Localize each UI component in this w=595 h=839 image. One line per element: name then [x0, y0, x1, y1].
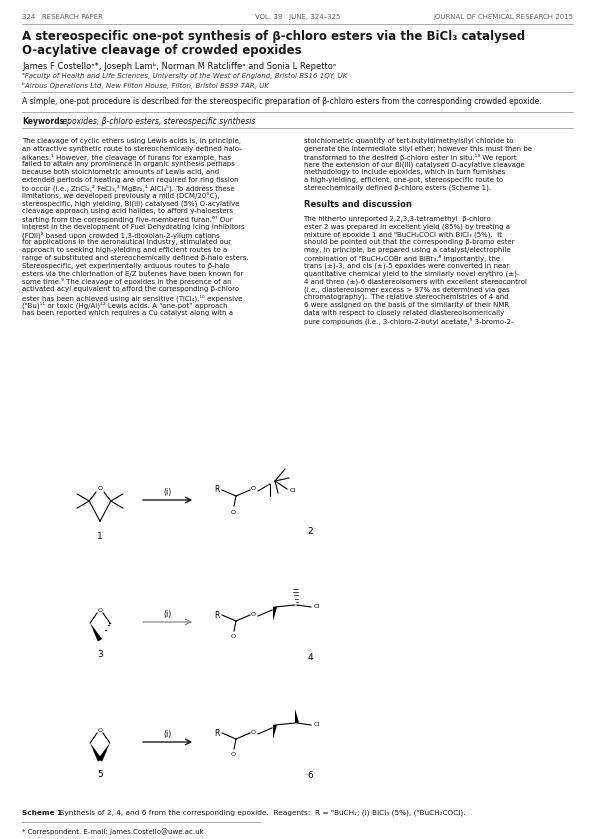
Text: (i): (i) [164, 731, 171, 739]
Text: (i.e., diastereoisomer excess > 97% as determined via gas: (i.e., diastereoisomer excess > 97% as d… [303, 286, 509, 293]
Text: Results and discussion: Results and discussion [303, 201, 411, 210]
Text: (ᵅBu)¹¹ or toxic (Hg/Al)¹² Lewis acids. A “one-pot” approach: (ᵅBu)¹¹ or toxic (Hg/Al)¹² Lewis acids. … [22, 302, 228, 310]
Polygon shape [90, 623, 102, 642]
Text: The cleavage of cyclic ethers using Lewis acids is, in principle,: The cleavage of cyclic ethers using Lewi… [22, 138, 241, 144]
Text: 6 were assigned on the basis of the similarity of their NMR: 6 were assigned on the basis of the simi… [303, 302, 509, 308]
Text: stereospecific, high yielding, Bi(III) catalysed (5%) O-acylative: stereospecific, high yielding, Bi(III) c… [22, 201, 239, 207]
Text: cleavage approach using acid halides, to afford γ-haloesters: cleavage approach using acid halides, to… [22, 208, 233, 214]
Text: * Correspondent. E-mail: James.Costello@uwe.ac.uk: * Correspondent. E-mail: James.Costello@… [22, 828, 203, 835]
Text: should be pointed out that the corresponding β-bromo ester: should be pointed out that the correspon… [303, 239, 514, 245]
Text: James F Costelloᵃ*, Joseph Lamᵇ, Norman M Ratcliffeᵃ and Sonia L Repettoᵃ: James F Costelloᵃ*, Joseph Lamᵇ, Norman … [22, 62, 336, 71]
Text: epoxides, β-chloro esters, stereospecific synthesis: epoxides, β-chloro esters, stereospecifi… [60, 117, 255, 126]
Text: Cl: Cl [290, 488, 296, 493]
Text: a high-yielding, efficient, one-pot, stereospecific route to: a high-yielding, efficient, one-pot, ste… [303, 177, 503, 183]
Text: alkanes.¹ However, the cleavage of furans for example, has: alkanes.¹ However, the cleavage of furan… [22, 154, 231, 160]
Text: O: O [250, 612, 255, 617]
Text: quantitative chemical yield to the similarly novel erythro (±)-: quantitative chemical yield to the simil… [303, 271, 519, 277]
Text: ester 2 was prepared in excellent yield (85%) by treating a: ester 2 was prepared in excellent yield … [303, 224, 509, 230]
Text: Keywords:: Keywords: [22, 117, 67, 126]
Text: ester has been achieved using air sensitive (TiCl₄),¹⁰ expensive: ester has been achieved using air sensit… [22, 294, 243, 301]
Text: activated acyl equivalent to afford the corresponding β-chloro: activated acyl equivalent to afford the … [22, 286, 239, 292]
Polygon shape [295, 709, 299, 723]
Text: (FDII)⁸ based upon crowded 1,3-dioxolan-2-ylium cations: (FDII)⁸ based upon crowded 1,3-dioxolan-… [22, 232, 220, 239]
Text: The hitherto unreported 2,2,3,3-tetramethyl  β-chloro: The hitherto unreported 2,2,3,3-tetramet… [303, 216, 491, 222]
Text: A stereospecific one-pot synthesis of β-chloro esters via the BiCl₃ catalysed: A stereospecific one-pot synthesis of β-… [22, 30, 525, 43]
Text: R: R [215, 486, 220, 494]
Text: stereochemically defined β-chloro esters (Scheme 1).: stereochemically defined β-chloro esters… [303, 185, 491, 191]
Text: ᵇAirbus Operations Ltd, New Filton House, Filton, Bristol BS99 7AR, UK: ᵇAirbus Operations Ltd, New Filton House… [22, 82, 269, 89]
Text: O: O [230, 509, 236, 514]
Text: methodology to include epoxides, which in turn furnishes: methodology to include epoxides, which i… [303, 169, 505, 175]
Text: R: R [215, 728, 220, 737]
Text: pure compounds (i.e., 3-chloro-2-butyl acetate,⁹ 3-bromo-2-: pure compounds (i.e., 3-chloro-2-butyl a… [303, 317, 513, 325]
Text: has been reported which requires a Cu catalyst along with a: has been reported which requires a Cu ca… [22, 310, 233, 315]
Text: O: O [98, 607, 102, 612]
Text: mixture of epoxide 1 and ᵅBuCH₂COCl with BiCl₃ (5%).  It: mixture of epoxide 1 and ᵅBuCH₂COCl with… [303, 232, 502, 238]
Text: some time.⁹ The cleavage of epoxides in the presence of an: some time.⁹ The cleavage of epoxides in … [22, 279, 231, 285]
Text: A simple, one-pot procedure is described for the stereospecific preparation of β: A simple, one-pot procedure is described… [22, 97, 541, 106]
Text: JOURNAL OF CHEMICAL RESEARCH 2015: JOURNAL OF CHEMICAL RESEARCH 2015 [433, 14, 573, 20]
Text: for applications in the aeronautical industry, stimulated our: for applications in the aeronautical ind… [22, 239, 231, 245]
Text: O: O [98, 727, 102, 732]
Text: an attractive synthetic route to stereochemically defined halo-: an attractive synthetic route to stereoc… [22, 146, 242, 152]
Text: esters via the chlorination of E/Z butenes have been known for: esters via the chlorination of E/Z buten… [22, 271, 243, 277]
Text: 6: 6 [307, 770, 313, 779]
Text: chromatography).  The relative stereochemistries of 4 and: chromatography). The relative stereochem… [303, 294, 508, 300]
Text: range of substituted and stereochemically defined β-halo esters.: range of substituted and stereochemicall… [22, 255, 249, 261]
Text: O: O [250, 487, 255, 492]
Text: approach to seeking high-yielding and efficient routes to a: approach to seeking high-yielding and ef… [22, 248, 227, 253]
Polygon shape [98, 743, 110, 762]
Polygon shape [273, 725, 277, 739]
Polygon shape [90, 743, 102, 762]
Text: ᵃFaculty of Health and Life Sciences, University of the West of England, Bristol: ᵃFaculty of Health and Life Sciences, Un… [22, 73, 347, 79]
Text: O: O [98, 487, 102, 492]
Text: 4: 4 [307, 653, 313, 661]
Polygon shape [273, 607, 277, 621]
Text: (i): (i) [164, 488, 171, 498]
Text: 1: 1 [97, 532, 103, 541]
Text: because both stoichiometric amounts of Lewis acid, and: because both stoichiometric amounts of L… [22, 169, 219, 175]
Text: may, in principle, be prepared using a catalyst/electrophile: may, in principle, be prepared using a c… [303, 248, 510, 253]
Text: transformed to the desired β-chloro ester in situ.¹³ We report: transformed to the desired β-chloro este… [303, 154, 516, 160]
Text: generate the intermediate silyl ether; however this must then be: generate the intermediate silyl ether; h… [303, 146, 531, 152]
Text: Scheme 1: Scheme 1 [22, 810, 62, 816]
Text: O-acylative cleavage of crowded epoxides: O-acylative cleavage of crowded epoxides [22, 44, 302, 57]
Text: 3: 3 [97, 650, 103, 659]
Text: O: O [250, 729, 255, 734]
Text: here the extension of our Bi(III) catalysed O-acylative cleavage: here the extension of our Bi(III) cataly… [303, 161, 524, 168]
Text: to occur (i.e., ZnCl₂,² FeCl₃,³ MgBr₂,⁴ AlCl₃⁵). To address these: to occur (i.e., ZnCl₂,² FeCl₃,³ MgBr₂,⁴ … [22, 185, 234, 192]
Text: 5: 5 [97, 770, 103, 779]
Text: stoichiometric quantity of tert-butyldimethylsilyl chloride to: stoichiometric quantity of tert-butyldim… [303, 138, 513, 144]
Text: 2: 2 [307, 528, 313, 536]
Text: Synthesis of 2, 4, and 6 from the corresponding epoxide.  Reagents:  R = ᵅBuCH₂;: Synthesis of 2, 4, and 6 from the corres… [55, 810, 466, 816]
Text: starting from the corresponding five-membered furan.⁶⁷ Our: starting from the corresponding five-mem… [22, 216, 233, 223]
Text: Cl: Cl [314, 722, 320, 727]
Text: failed to attain any prominence in organic synthesis perhaps: failed to attain any prominence in organ… [22, 161, 235, 168]
Text: extended periods of heating are often required for ring fission: extended periods of heating are often re… [22, 177, 239, 183]
Text: O: O [230, 634, 236, 639]
Text: Cl: Cl [314, 605, 320, 609]
Text: limitations, we developed previously a mild (DCM/20°C),: limitations, we developed previously a m… [22, 193, 220, 200]
Text: interest in the development of Fuel Dehydrating Icing Inhibitors: interest in the development of Fuel Dehy… [22, 224, 245, 230]
Text: data with respect to closely related diastereoisomerically: data with respect to closely related dia… [303, 310, 504, 315]
Text: O: O [230, 753, 236, 758]
Text: combination of ᵅBuCH₂COBr and BiBr₃.⁸ Importantly, the: combination of ᵅBuCH₂COBr and BiBr₃.⁸ Im… [303, 255, 500, 262]
Text: Stereospecific, yet experimentally arduous routes to β-halo: Stereospecific, yet experimentally arduo… [22, 263, 230, 268]
Text: trans (±)-3, and cis (±)-5 epoxides were converted in near: trans (±)-3, and cis (±)-5 epoxides were… [303, 263, 509, 269]
Text: 4 and threo (±)-6 diastereoisomers with excellent stereocontrol: 4 and threo (±)-6 diastereoisomers with … [303, 279, 527, 285]
Text: 324   RESEARCH PAPER: 324 RESEARCH PAPER [22, 14, 103, 20]
Text: R: R [215, 611, 220, 619]
Text: VOL. 39   JUNE, 324–325: VOL. 39 JUNE, 324–325 [255, 14, 341, 20]
Text: (i): (i) [164, 611, 171, 619]
